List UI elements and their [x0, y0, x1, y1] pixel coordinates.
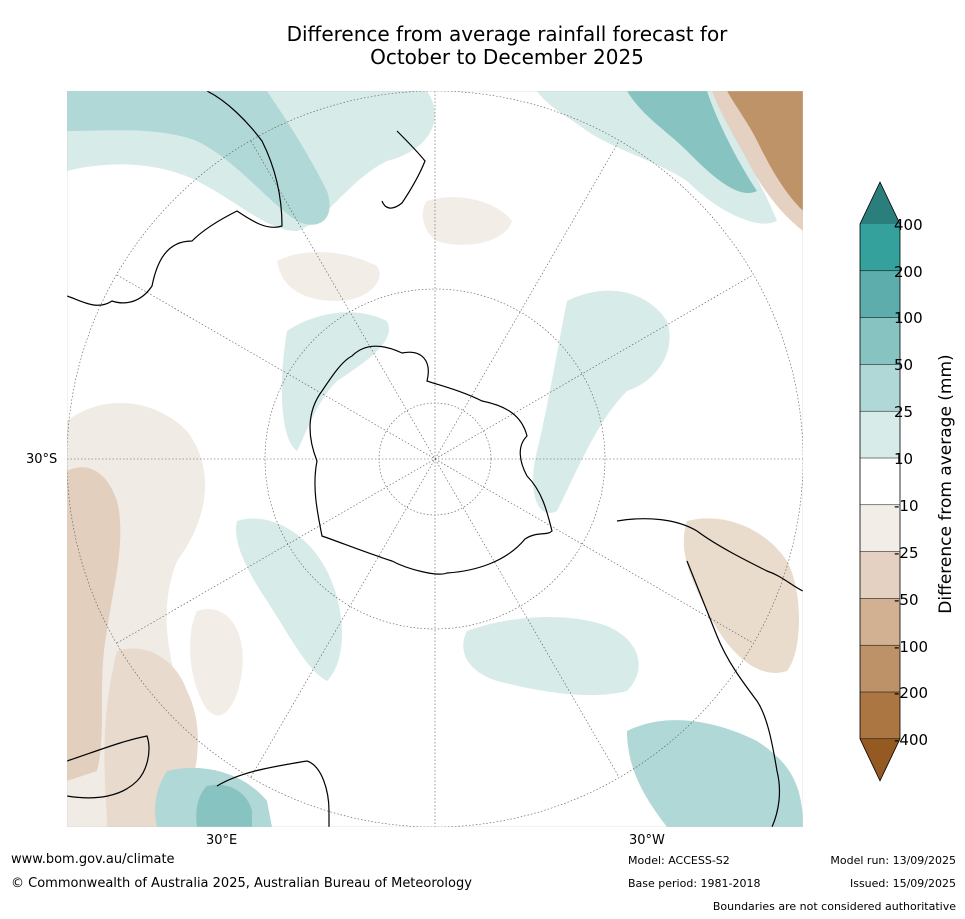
new-zealand-coastline	[381, 130, 426, 209]
map-title-line-2: October to December 2025	[370, 45, 644, 69]
colorbar-label: 400	[894, 216, 923, 234]
south-america-coastline	[616, 518, 803, 827]
colorbar-segment	[860, 504, 900, 553]
colorbar-segment	[860, 364, 900, 412]
footer-copyright: © Commonwealth of Australia 2025, Austra…	[11, 876, 472, 891]
africa-coastline	[67, 735, 330, 827]
dry-region-south-center	[190, 609, 243, 716]
longitude-label-30w: 30°W	[629, 833, 665, 848]
latitude-label-30s: 30°S	[26, 452, 58, 467]
coastlines	[67, 91, 803, 827]
australia-coastline	[67, 91, 283, 306]
wet-region-northwest-core	[67, 91, 330, 225]
colorbar-segment	[860, 598, 900, 646]
dry-region-northeast	[727, 91, 803, 211]
colorbar-label: 10	[894, 450, 914, 468]
colorbar-label: -25	[894, 544, 919, 562]
colorbar-segment	[860, 411, 900, 459]
dry-region-west-core	[67, 467, 121, 781]
colorbar-segment	[860, 458, 900, 506]
footer-model: Model: ACCESS-S2	[628, 854, 730, 867]
colorbar-label: -50	[894, 591, 919, 609]
colorbar-label: 200	[894, 263, 923, 281]
footer-url: www.bom.gov.au/climate	[11, 852, 175, 867]
wet-region-antarctic-coast	[281, 312, 389, 451]
colorbar-label: 50	[894, 356, 914, 374]
dry-region-northeast-edge	[712, 91, 803, 231]
colorbar-title: Difference from average (mm)	[936, 354, 956, 614]
graticule	[67, 91, 803, 827]
footer-disclaimer: Boundaries are not considered authoritat…	[712, 900, 956, 913]
colorbar-extend-bottom	[860, 738, 900, 781]
colorbar-label: -400	[894, 731, 929, 749]
wet-region-southeast	[463, 616, 639, 696]
dry-region-south-america	[683, 518, 799, 673]
wet-region-east-ocean	[533, 290, 670, 513]
footer-model-run: Model run: 13/09/2025	[830, 854, 956, 867]
colorbar-segment	[860, 692, 900, 740]
antarctica-coastline	[309, 345, 553, 575]
wet-region-northeast-core	[627, 91, 757, 193]
colorbar-label: 25	[894, 403, 914, 421]
wet-anomaly-regions	[67, 91, 803, 827]
colorbar-segment	[860, 317, 900, 365]
colorbar-segment	[860, 270, 900, 319]
colorbar-label: 100	[894, 309, 923, 327]
dry-anomaly-regions	[67, 91, 803, 827]
colorbar-extend-top	[860, 182, 900, 224]
colorbar-segment	[860, 224, 900, 272]
dry-region-north-2	[422, 197, 512, 245]
colorbar	[859, 181, 901, 782]
rainfall-anomaly-map	[67, 91, 803, 827]
colorbar-segment	[860, 551, 900, 599]
footer-issued: Issued: 15/09/2025	[849, 877, 956, 890]
wet-region-south-atlantic	[627, 720, 803, 827]
colorbar-label: -10	[894, 497, 919, 515]
dry-region-north	[277, 251, 380, 301]
footer-base-period: Base period: 1981-2018	[628, 877, 761, 890]
longitude-label-30e: 30°E	[206, 833, 238, 848]
map-title-line-1: Difference from average rainfall forecas…	[286, 22, 728, 46]
wet-region-south-indian-core	[196, 784, 252, 827]
colorbar-label: -200	[894, 684, 929, 702]
wet-region-south-ocean	[236, 518, 342, 681]
colorbar-label: -100	[894, 638, 929, 656]
colorbar-segment	[860, 645, 900, 693]
